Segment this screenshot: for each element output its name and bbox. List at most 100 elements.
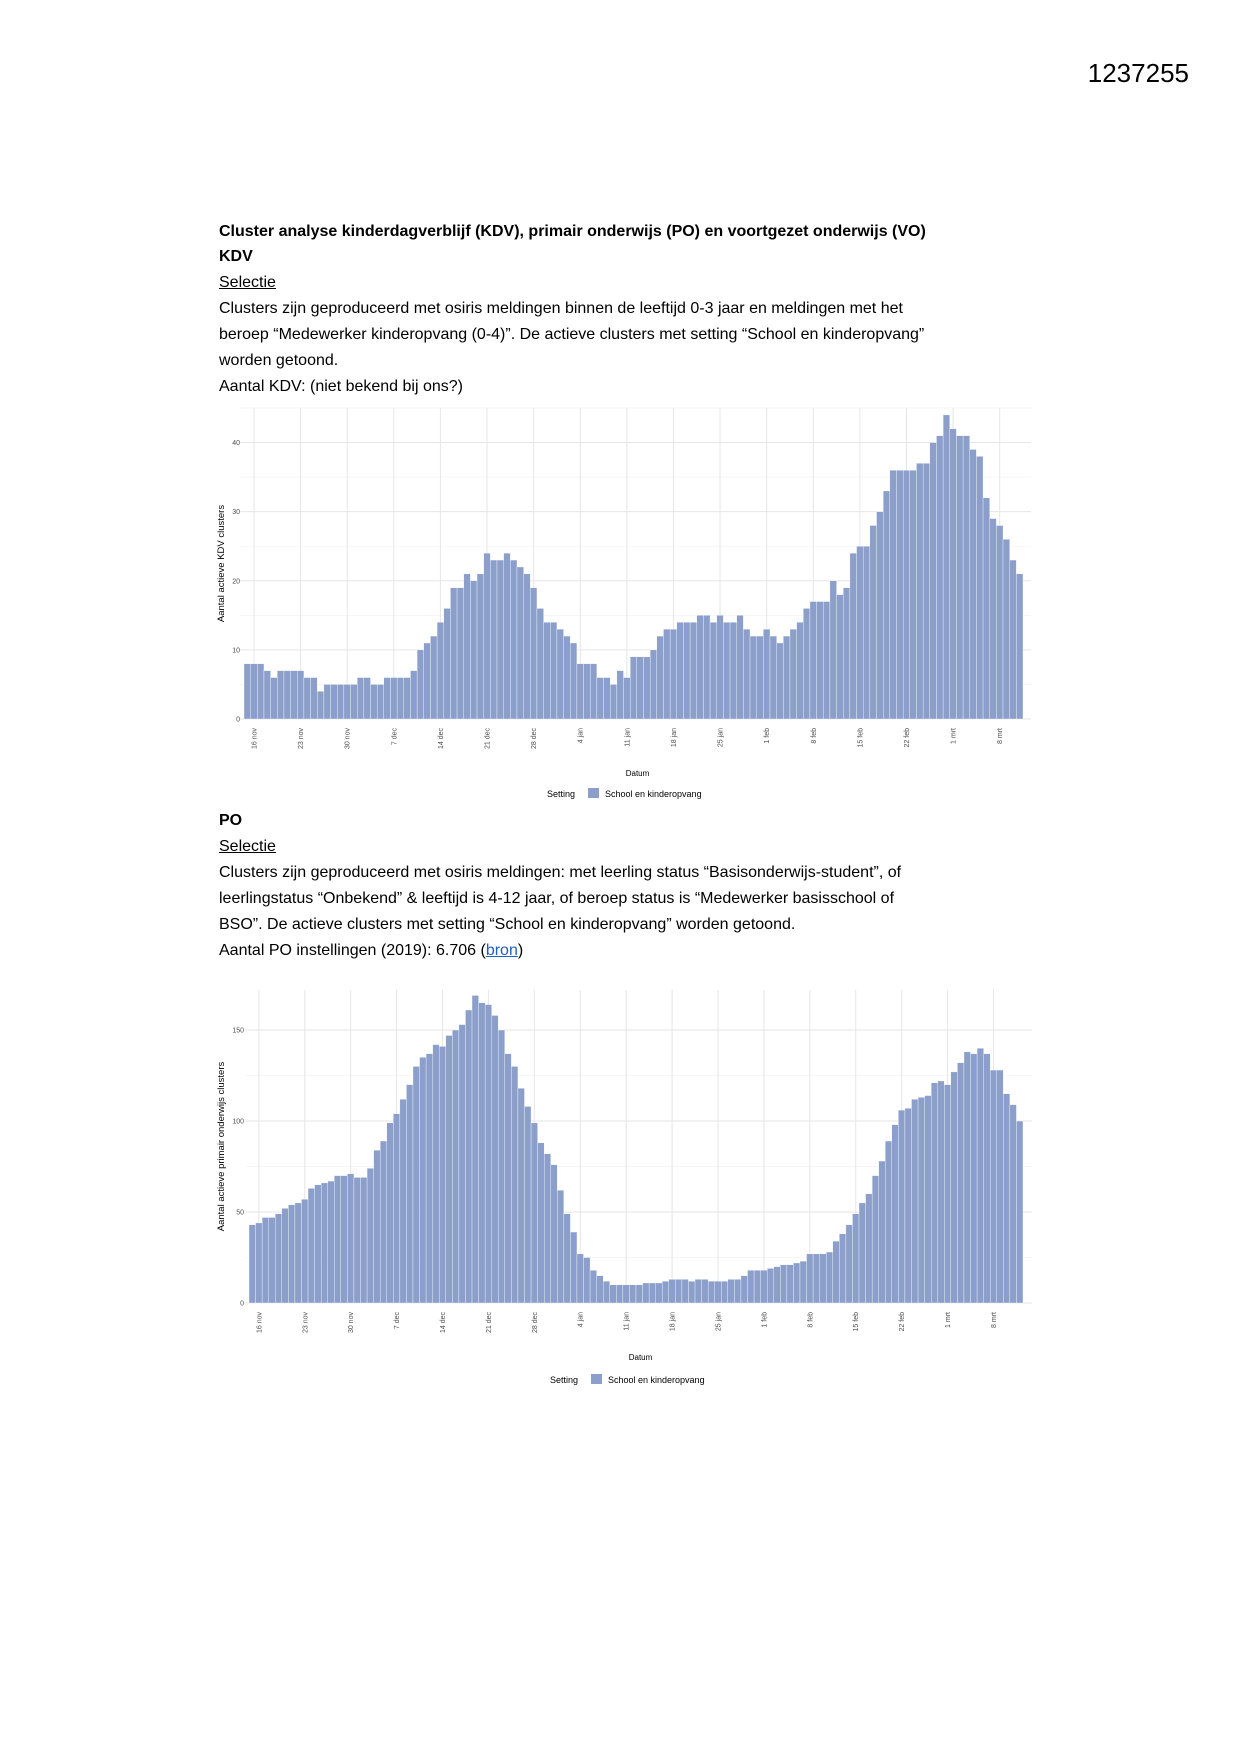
po-selection-label: Selectie — [219, 838, 276, 855]
bar-14-feb — [849, 552, 857, 720]
bar-19-dec — [471, 995, 479, 1304]
bar-18-jan — [668, 1279, 676, 1304]
bar-21-dec — [484, 1004, 492, 1304]
bar-18-feb — [876, 511, 884, 720]
bar-16-dec — [450, 587, 458, 720]
bar-6-jan — [590, 663, 598, 720]
bar-9-feb — [816, 601, 824, 720]
bar-22-nov — [294, 1202, 302, 1304]
bar-26-feb — [929, 442, 937, 720]
bar-11-feb — [829, 580, 837, 720]
bar-29-dec — [536, 608, 544, 720]
bar-8-dec — [396, 677, 404, 720]
bar-17-jan — [663, 628, 671, 720]
bar-22-jan — [694, 1279, 702, 1304]
bar-30-nov — [343, 684, 351, 720]
page-number: 1237255 — [1087, 58, 1189, 88]
bar-28-jan — [736, 615, 744, 720]
bar-19-feb — [878, 1160, 886, 1304]
bar-14-feb — [845, 1224, 853, 1304]
bar-30-jan — [747, 1270, 755, 1304]
bar-17-feb — [869, 525, 877, 720]
bar-11-jan — [623, 677, 631, 720]
bar-20-nov — [277, 670, 285, 720]
bar-7-dec — [393, 1113, 401, 1304]
bar-24-feb — [911, 1099, 919, 1304]
bar-20-jan — [683, 622, 691, 720]
bar-15-dec — [443, 608, 451, 720]
bar-11-dec — [416, 649, 424, 720]
bar-2-dec — [360, 1177, 368, 1304]
bar-5-dec — [380, 1140, 387, 1304]
bar-16-feb — [858, 1202, 866, 1304]
bar-23-feb — [904, 1108, 912, 1304]
bar-26-nov — [317, 691, 325, 720]
bar-25-jan — [714, 1280, 722, 1304]
bar-23-nov — [301, 1199, 309, 1304]
bar-18-nov — [268, 1217, 276, 1304]
bar-25-feb — [917, 1097, 925, 1304]
x-tick-label: 30 nov — [345, 728, 352, 750]
bar-9-mrt — [1002, 539, 1010, 720]
bar-12-feb — [836, 594, 844, 720]
bar-22-feb — [902, 470, 910, 720]
legend-title: Setting — [550, 1375, 578, 1385]
x-tick-label: 7 dec — [391, 728, 398, 746]
bar-23-dec — [498, 1029, 505, 1304]
bar-8-dec — [399, 1099, 407, 1304]
bar-30-nov — [347, 1173, 355, 1304]
bar-20-dec — [478, 1002, 486, 1304]
bar-13-jan — [635, 1284, 643, 1304]
bar-27-dec — [524, 1106, 532, 1304]
bar-6-mrt — [982, 497, 990, 720]
bar-1-feb — [763, 628, 771, 720]
bar-3-jan — [570, 1231, 578, 1304]
bar-3-dec — [366, 1168, 374, 1304]
bar-6-dec — [386, 1122, 394, 1304]
x-tick-label: 28 dec — [531, 728, 538, 750]
bar-12-jan — [629, 656, 638, 720]
bar-8-mrt — [996, 525, 1004, 720]
bar-25-feb — [922, 463, 930, 720]
bar-5-mrt — [970, 1053, 978, 1304]
legend-swatch — [588, 788, 599, 798]
x-tick-label: 15 feb — [853, 1312, 860, 1332]
legend: Setting School en kinderopvang — [547, 788, 702, 799]
bar-19-nov — [275, 1213, 282, 1304]
bron-link[interactable]: bron — [485, 942, 518, 959]
bar-26-nov — [320, 1182, 328, 1304]
bar-20-feb — [885, 1140, 892, 1304]
bar-10-dec — [410, 670, 418, 720]
bar-18-dec — [465, 1009, 473, 1304]
bar-13-jan — [636, 656, 644, 720]
bar-27-feb — [930, 1082, 938, 1304]
y-axis-label: Aantal actieve KDV clusters — [216, 505, 227, 622]
x-tick-label: 16 nov — [256, 1312, 263, 1334]
bar-21-feb — [896, 470, 904, 720]
bar-3-jan — [570, 642, 578, 720]
bar-16-nov — [255, 1222, 263, 1304]
y-tick-label: 40 — [232, 440, 240, 447]
bar-3-feb — [776, 642, 784, 720]
bar-21-nov — [288, 1204, 296, 1304]
kdv-description-line: worden getoond. — [219, 352, 339, 369]
bar-10-feb — [823, 601, 831, 720]
kdv-description-line: beroep “Medewerker kinderopvang (0-4)”. … — [219, 326, 925, 343]
kdv-chart: 0 10 20 30 40 16 nov 23 nov 30 nov 7 dec 14 dec 21… — [216, 407, 1031, 799]
x-tick-label: 4 jan — [578, 728, 585, 743]
x-tick-label: 11 jan — [624, 1312, 631, 1331]
bar-4-feb — [780, 1264, 788, 1304]
bar-29-jan — [743, 628, 751, 720]
bar-26-dec — [516, 566, 524, 720]
bar-10-mrt — [1003, 1093, 1011, 1304]
x-tick-label: 16 nov — [251, 728, 258, 750]
bar-14-dec — [436, 622, 444, 720]
kdv-selection-label: Selectie — [219, 274, 276, 291]
x-axis-label: Datum — [629, 1353, 653, 1362]
bar-8-mrt — [990, 1069, 997, 1304]
bar-24-dec — [504, 1053, 512, 1304]
legend-swatch — [591, 1374, 602, 1384]
bar-24-nov — [303, 677, 311, 720]
bar-1-mrt — [944, 1084, 952, 1304]
bar-11-feb — [826, 1251, 833, 1304]
